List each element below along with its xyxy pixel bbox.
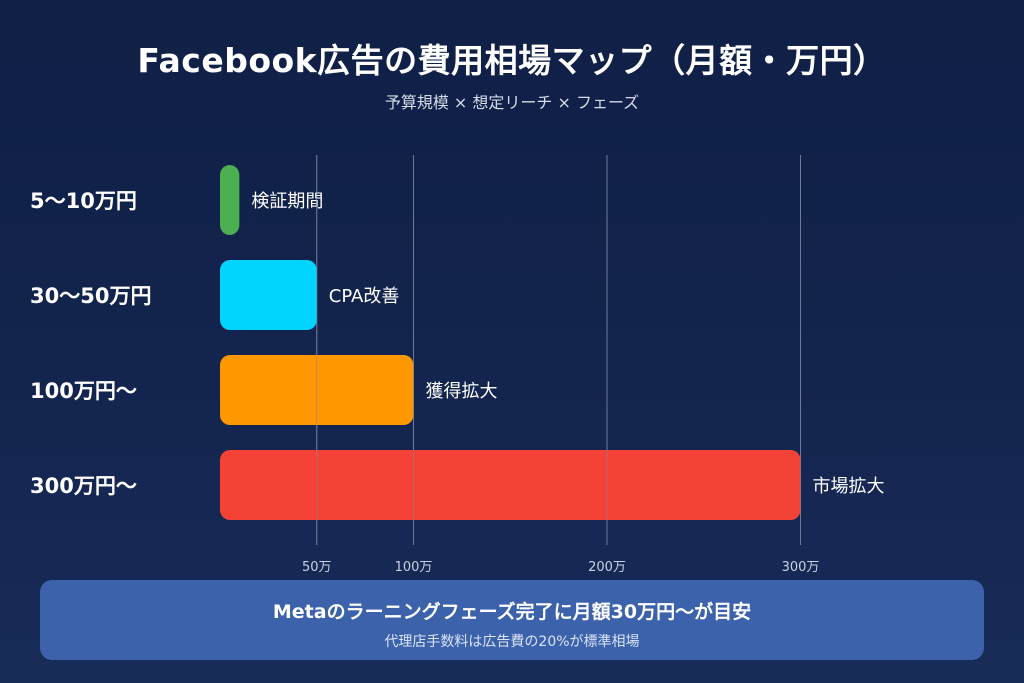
category-label: 300万円〜 [30, 474, 137, 498]
bar-label: 検証期間 [251, 191, 323, 212]
x-tick-label: 50万 [302, 560, 332, 575]
footer-banner: Metaのラーニングフェーズ完了に月額30万円〜が目安 代理店手数料は広告費の2… [40, 580, 984, 660]
footer-sub-text: 代理店手数料は広告費の20%が標準相場 [384, 634, 640, 650]
category-label: 100万円〜 [30, 379, 137, 403]
category-label: 5〜10万円 [30, 189, 137, 213]
x-tick-label: 200万 [588, 560, 626, 575]
bar [220, 450, 801, 520]
bar-label: 市場拡大 [813, 476, 885, 497]
footer-main-text: Metaのラーニングフェーズ完了に月額30万円〜が目安 [272, 601, 752, 623]
x-tick-label: 100万 [395, 560, 433, 575]
category-label: 30〜50万円 [30, 284, 151, 308]
bar-label: 獲得拡大 [426, 381, 498, 402]
bar [220, 165, 240, 235]
bar [220, 260, 317, 330]
chart-subtitle: 予算規模 × 想定リーチ × フェーズ [384, 93, 640, 112]
bar-label: CPA改善 [329, 286, 400, 307]
x-tick-label: 300万 [782, 560, 820, 575]
chart-title: Facebook広告の費用相場マップ（月額・万円） [137, 41, 887, 80]
